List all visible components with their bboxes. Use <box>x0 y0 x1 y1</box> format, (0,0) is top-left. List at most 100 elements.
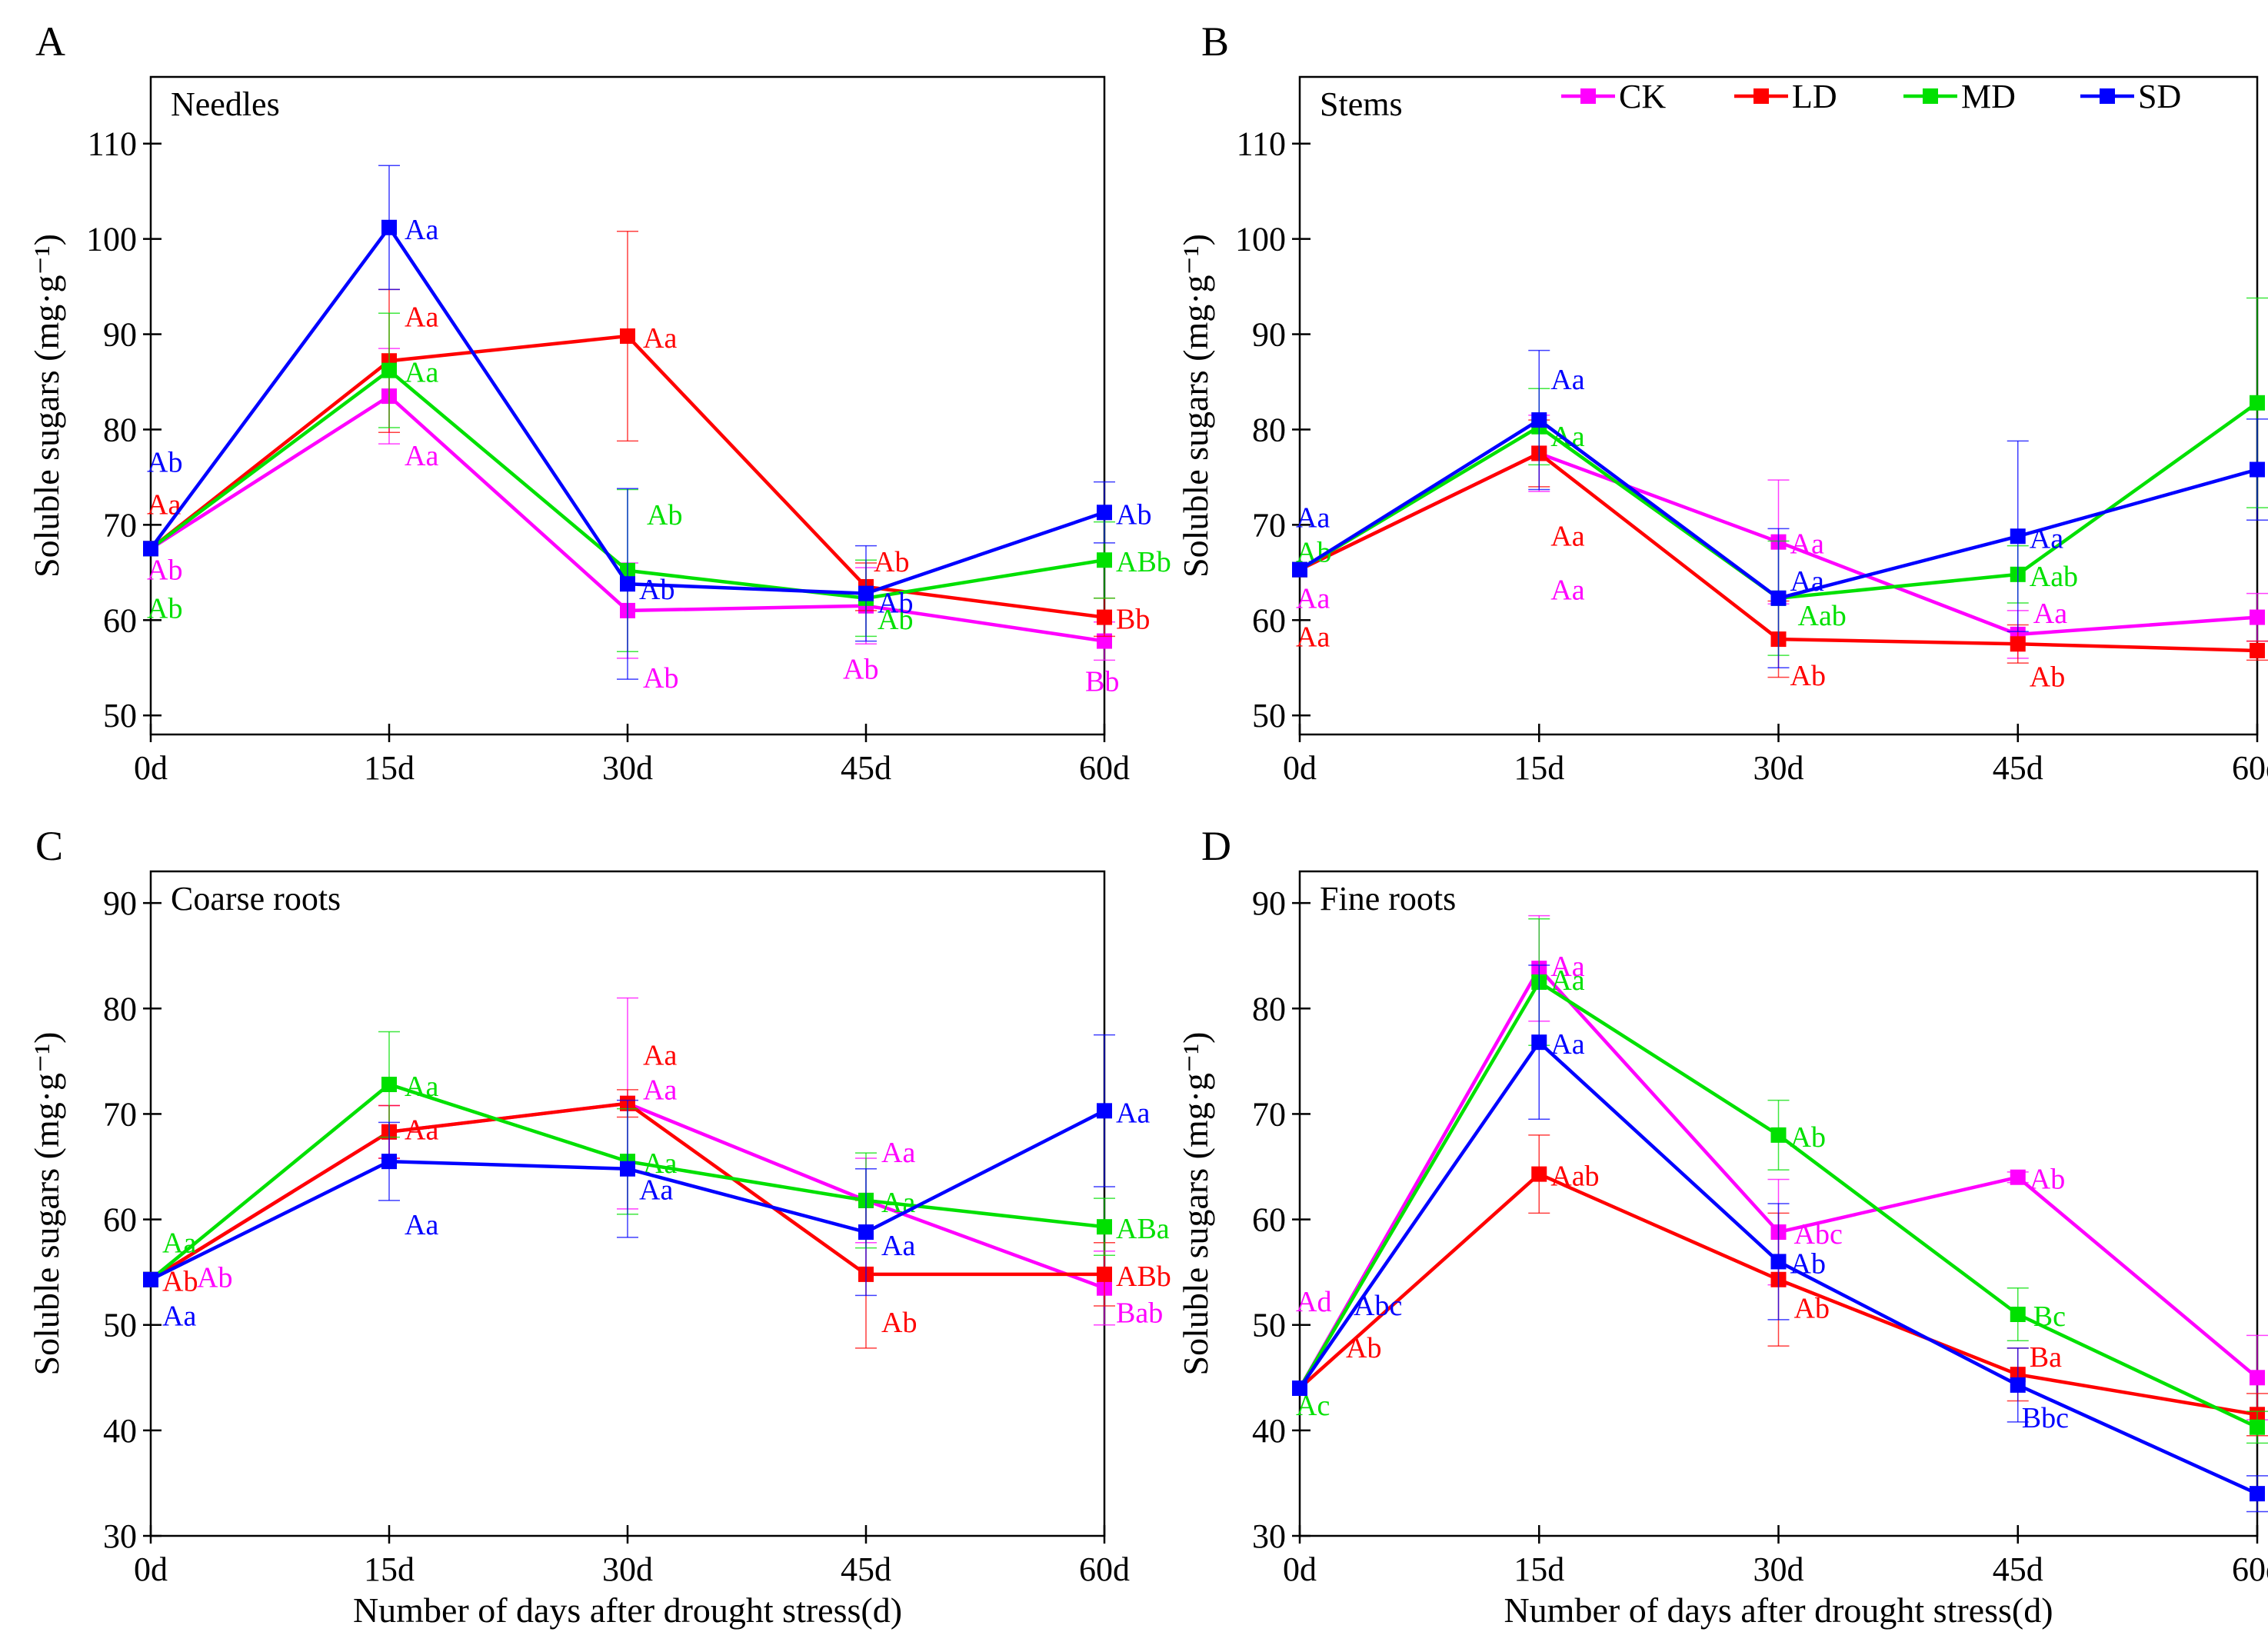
data-point <box>143 541 158 557</box>
data-label: Aa <box>1550 364 1584 396</box>
x-tick-label: 45d <box>1993 1550 2043 1588</box>
data-point <box>620 328 635 345</box>
y-tick-label: 110 <box>88 125 137 163</box>
data-label: ABb <box>1116 1261 1171 1293</box>
data-point <box>1531 1166 1547 1182</box>
x-tick-label: 0d <box>1283 749 1317 787</box>
y-tick-label: 50 <box>103 1307 137 1344</box>
y-axis-title: Soluble sugars (mg·g⁻¹) <box>27 1032 66 1376</box>
data-label: Aa <box>162 1301 196 1333</box>
data-point <box>2010 1307 2026 1322</box>
x-tick-label: 15d <box>1514 749 1564 787</box>
data-label: Aab <box>2030 561 2078 593</box>
data-label: Ad <box>1296 1286 1331 1318</box>
data-point <box>2250 395 2265 411</box>
series-SD: Aa Aa Aa Aa Aa <box>1292 349 2268 669</box>
y-axis-title: Soluble sugars (mg·g⁻¹) <box>1176 234 1215 578</box>
data-label: Ab <box>878 588 913 620</box>
series-SD: Ab Aa Ab Ab Ab <box>143 165 1151 680</box>
y-tick-label: 100 <box>1235 221 1286 258</box>
y-tick-label: 70 <box>103 1095 137 1133</box>
panel-C: C Coarse roots 30 40 50 60 70 80 90 0d 15d 30d 45d 60… <box>27 823 1171 1630</box>
data-label: Aa <box>881 1137 915 1169</box>
data-point <box>1292 561 1307 578</box>
data-label: Aa <box>405 1071 438 1103</box>
y-tick-label: 80 <box>1252 990 1286 1028</box>
y-tick-label: 70 <box>1252 1095 1286 1133</box>
data-label: Aa <box>639 1174 673 1207</box>
panel-title: Needles <box>171 85 280 123</box>
data-point <box>1097 552 1112 568</box>
panel-title: Fine roots <box>1320 880 1456 918</box>
data-label: Aa <box>405 301 438 333</box>
y-tick-label: 110 <box>1237 125 1286 163</box>
data-point <box>1097 1219 1112 1235</box>
x-axis-title: Number of days after drought stress(d) <box>1504 1590 2053 1630</box>
x-tick-label: 0d <box>134 749 168 787</box>
data-point <box>858 585 874 601</box>
data-point <box>1097 505 1112 521</box>
data-label: Ab <box>643 662 678 694</box>
data-label: Aa <box>405 440 438 472</box>
data-point <box>1097 633 1112 649</box>
panel-letter: D <box>1201 823 1231 869</box>
panel-letter: C <box>35 823 63 869</box>
data-label: Aa <box>1116 1097 1150 1129</box>
data-label: Ab <box>1346 1332 1381 1364</box>
x-tick-label: 15d <box>364 1550 415 1588</box>
series-CK: Aa Aa Aa Aa Aa <box>1292 415 2268 659</box>
y-tick-label: 60 <box>103 1201 137 1239</box>
data-label: Aa <box>1550 1028 1584 1061</box>
data-label: Aa <box>405 214 438 246</box>
series-CK: Ab Aa Ab Ab Bb <box>143 348 1119 698</box>
y-tick-label: 40 <box>1252 1412 1286 1450</box>
x-tick-label: 15d <box>1514 1550 1564 1588</box>
data-point <box>381 1154 397 1170</box>
legend-marker-SD <box>2100 88 2115 104</box>
data-label: Bb <box>1085 666 1119 698</box>
data-label: Aa <box>1550 964 1584 997</box>
y-tick-label: 60 <box>103 601 137 639</box>
x-tick-label: 0d <box>1283 1550 1317 1588</box>
data-label: Abc <box>1794 1218 1843 1251</box>
data-label: Aa <box>881 1187 915 1219</box>
x-tick-label: 30d <box>602 749 653 787</box>
data-label: Aa <box>1550 574 1584 606</box>
data-point <box>1770 590 1787 606</box>
x-tick-label: 30d <box>1753 1550 1804 1588</box>
data-label: Aab <box>1550 1161 1599 1193</box>
data-point <box>858 1224 874 1241</box>
data-label: Ab <box>647 499 682 531</box>
data-point <box>2250 642 2265 658</box>
data-label: Ab <box>639 574 674 606</box>
data-label: Aa <box>1550 520 1584 552</box>
panel-D: D Fine roots 30 40 50 60 70 80 90 0d 15d 30d 45d 60d S… <box>1176 823 2268 1630</box>
y-axis-title: Soluble sugars (mg·g⁻¹) <box>1176 1032 1215 1376</box>
x-tick-label: 60d <box>1079 1550 1130 1588</box>
data-label: Aab <box>1798 600 1847 632</box>
x-tick-label: 60d <box>1079 749 1130 787</box>
series-SD: Aa Aa Aa Aa Aa <box>143 1034 1150 1333</box>
legend-marker-LD <box>1753 88 1769 104</box>
data-point <box>1531 412 1547 428</box>
y-tick-label: 60 <box>1252 1201 1286 1239</box>
data-point <box>2010 1169 2026 1185</box>
legend-label-SD: SD <box>2138 78 2181 115</box>
y-tick-label: 90 <box>103 316 137 354</box>
data-label: Ab <box>1790 660 1826 692</box>
y-tick-label: 30 <box>1252 1517 1286 1555</box>
data-label: Aa <box>1296 621 1330 654</box>
data-label: Aa <box>643 1040 677 1072</box>
data-label: Aa <box>1790 565 1824 598</box>
data-label: Aa <box>405 357 438 389</box>
panel-title: Stems <box>1320 85 1403 123</box>
legend: CK LD MD SD <box>1561 78 2181 115</box>
panels: A Needles 50 60 70 80 90 100 110 0d 15d 30d 45d 60d So… <box>27 18 2268 1630</box>
data-label: Ab <box>147 554 182 586</box>
data-label: Ab <box>147 592 182 624</box>
data-label: Aa <box>405 1114 438 1147</box>
data-point <box>1097 609 1112 625</box>
data-label: Aa <box>405 1209 438 1241</box>
x-tick-label: 45d <box>1993 749 2043 787</box>
data-point <box>620 1161 635 1177</box>
